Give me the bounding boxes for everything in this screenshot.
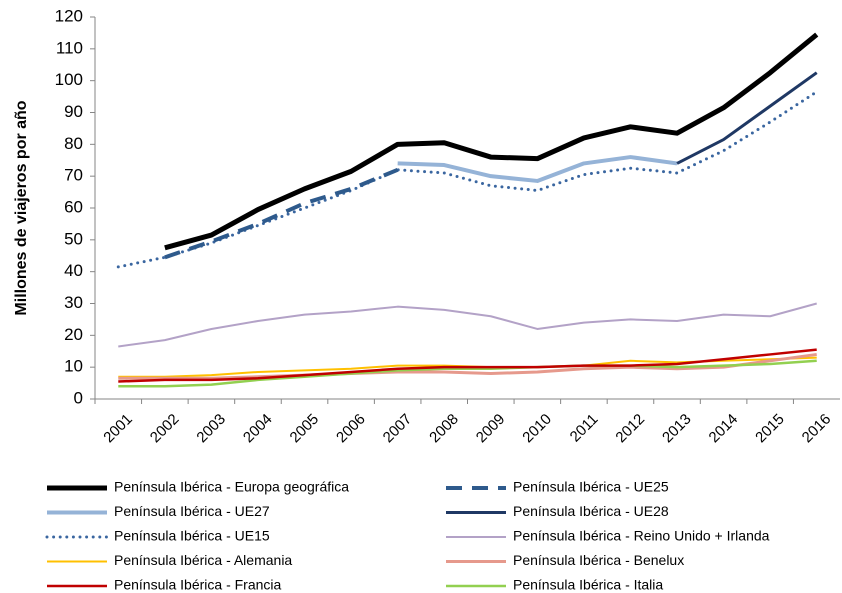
- series-line: [118, 348, 817, 383]
- y-tick-label: 20: [64, 325, 83, 344]
- x-tick-label: 2005: [287, 411, 323, 447]
- x-tick-label: 2014: [706, 411, 742, 447]
- legend-label: Península Ibérica - Europa geográfica: [114, 479, 349, 495]
- y-tick-label: 90: [64, 102, 83, 121]
- series-line: [164, 32, 819, 251]
- x-tick-label: 2008: [426, 411, 462, 447]
- y-tick-label: 120: [55, 6, 83, 25]
- series-line: [118, 352, 817, 380]
- legend-label: Península Ibérica - UE28: [513, 503, 669, 519]
- legend-label: Península Ibérica - Reino Unido + Irland…: [513, 528, 770, 544]
- x-tick-label: 2001: [100, 411, 136, 447]
- series-line: [676, 71, 818, 165]
- legend-label: Península Ibérica - UE15: [114, 528, 270, 544]
- y-axis-label: Millones de viajeros por año: [13, 100, 30, 315]
- y-tick-label: 50: [64, 229, 83, 248]
- series-line: [164, 167, 399, 260]
- y-tick-label: 10: [64, 357, 83, 376]
- series-line: [118, 359, 817, 388]
- x-tick-label: 2011: [567, 411, 602, 446]
- y-tick-label: 0: [74, 388, 83, 407]
- legend-label: Península Ibérica - Italia: [513, 577, 663, 593]
- x-tick-label: 2003: [193, 411, 229, 447]
- legend-label: Península Ibérica - Alemania: [114, 552, 292, 568]
- x-tick-label: 2015: [752, 411, 788, 447]
- legend-label: Península Ibérica - UE27: [114, 503, 270, 519]
- series-line: [397, 155, 678, 183]
- legend-label: Península Ibérica - UE25: [513, 479, 669, 495]
- y-tick-label: 80: [64, 134, 83, 153]
- legend-label: Península Ibérica - Francia: [114, 577, 282, 593]
- y-tick-label: 70: [64, 166, 83, 185]
- x-tick-label: 2006: [333, 411, 369, 447]
- y-tick-label: 110: [56, 38, 83, 57]
- x-tick-label: 2013: [659, 411, 695, 447]
- y-tick-label: 60: [64, 197, 83, 216]
- series-line: [116, 90, 819, 269]
- x-tick-label: 2002: [147, 411, 183, 447]
- y-tick-label: 100: [55, 70, 83, 89]
- x-tick-label: 2012: [612, 411, 648, 447]
- y-tick-label: 30: [64, 293, 83, 312]
- legend-label: Península Ibérica - Benelux: [513, 552, 684, 568]
- series-line: [118, 302, 817, 348]
- x-tick-label: 2007: [380, 411, 416, 447]
- y-tick-label: 40: [64, 261, 83, 280]
- x-tick-label: 2009: [473, 411, 509, 447]
- x-tick-label: 2016: [799, 411, 835, 447]
- x-tick-label: 2004: [240, 411, 276, 447]
- x-tick-label: 2010: [519, 411, 555, 447]
